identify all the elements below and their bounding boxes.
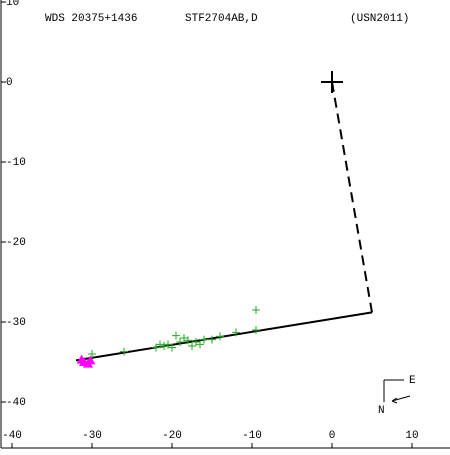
x-tick-label: 10 xyxy=(405,430,418,442)
source: (USN2011) xyxy=(350,13,409,25)
y-tick-label: 10 xyxy=(6,0,19,9)
y-tick-label: -10 xyxy=(6,157,26,169)
y-tick-label: -20 xyxy=(6,237,26,249)
chart-subtitle: STF2704AB,D xyxy=(185,13,258,25)
observation xyxy=(176,338,184,346)
observation xyxy=(252,306,260,314)
observation xyxy=(232,328,240,337)
compass-north: N xyxy=(378,405,385,417)
observation xyxy=(152,343,160,352)
observation xyxy=(196,340,204,349)
connector-line xyxy=(331,81,373,313)
y-tick-label: -30 xyxy=(6,317,26,329)
observation xyxy=(168,343,176,352)
observation xyxy=(172,331,180,340)
observation xyxy=(200,335,208,344)
compass-arrow xyxy=(391,395,411,404)
observation xyxy=(252,326,260,334)
x-tick-label: -20 xyxy=(162,430,182,442)
x-tick-label: 0 xyxy=(329,430,336,442)
chart-title: WDS 20375+1436 xyxy=(45,13,137,25)
observation xyxy=(216,332,224,341)
compass xyxy=(383,379,411,404)
y-tick-label: 0 xyxy=(6,77,13,89)
x-tick-label: -30 xyxy=(82,430,102,442)
x-tick-label: -40 xyxy=(2,430,22,442)
observation xyxy=(160,342,168,350)
observation xyxy=(164,340,172,349)
observation xyxy=(188,342,196,350)
compass-east: E xyxy=(409,375,416,387)
observation xyxy=(88,350,96,358)
observation xyxy=(208,335,216,344)
y-tick-label: -40 xyxy=(6,397,26,409)
observation xyxy=(184,336,192,345)
primary-star xyxy=(321,71,343,93)
x-tick-label: -10 xyxy=(242,430,262,442)
observation xyxy=(85,355,96,365)
observation xyxy=(120,347,128,356)
observation xyxy=(156,340,164,349)
